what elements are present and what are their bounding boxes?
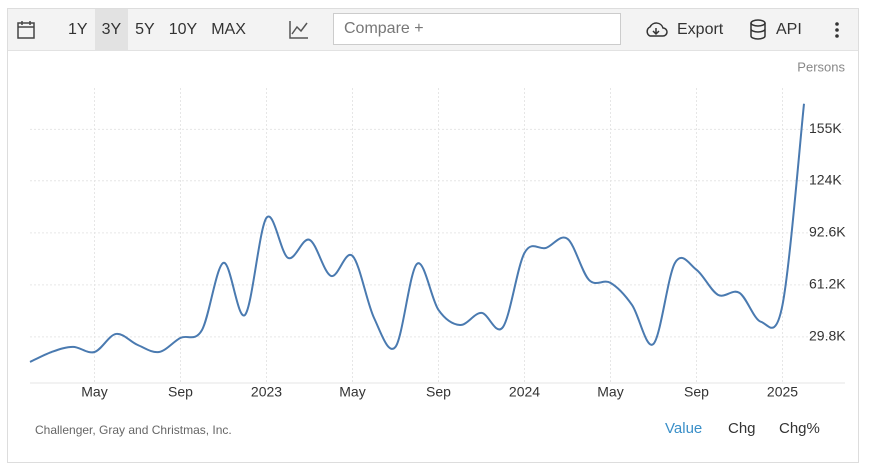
toolbar: 1Y 3Y 5Y 10Y MAX Compare + Export API [8, 9, 858, 51]
export-icon[interactable] [644, 19, 668, 41]
x-tick-label: Sep [168, 384, 193, 400]
y-tick-label: 124K [809, 172, 842, 188]
range-group: 1Y 3Y 5Y 10Y MAX [61, 9, 253, 50]
export-button[interactable]: Export [677, 21, 724, 38]
calendar-icon[interactable] [16, 20, 36, 40]
x-tick-label: 2025 [767, 384, 798, 400]
y-tick-label: 61.2K [809, 276, 846, 292]
menu-icon[interactable] [832, 21, 842, 39]
y-tick-label: 29.8K [809, 328, 846, 344]
chart-type-icon[interactable] [288, 19, 310, 41]
frame [7, 8, 859, 463]
view-button[interactable]: Chg [728, 420, 756, 437]
x-tick-label: Sep [684, 384, 709, 400]
y-tick-label: 92.6K [809, 224, 846, 240]
api-icon[interactable] [748, 19, 768, 41]
view-button[interactable]: Value [665, 420, 703, 437]
x-tick-label: Sep [426, 384, 451, 400]
y-tick-label: 155K [809, 120, 842, 136]
api-button[interactable]: API [776, 21, 802, 38]
x-tick-label: 2023 [251, 384, 282, 400]
series-line [29, 103, 805, 363]
source: Challenger, Gray and Christmas, Inc. [35, 423, 232, 437]
range-button[interactable]: 1Y [68, 21, 88, 38]
x-tick-label: 2024 [509, 384, 540, 400]
unit-label: Persons [797, 59, 845, 74]
range-button[interactable]: MAX [211, 21, 246, 38]
compare-input[interactable]: Compare + [333, 13, 621, 45]
range-button[interactable]: 5Y [135, 21, 155, 38]
range-button[interactable]: 3Y [94, 9, 129, 50]
range-button[interactable]: 10Y [168, 21, 198, 38]
x-tick-label: May [339, 384, 365, 400]
view-button[interactable]: Chg% [779, 420, 820, 437]
x-tick-label: May [597, 384, 623, 400]
x-tick-label: May [81, 384, 107, 400]
